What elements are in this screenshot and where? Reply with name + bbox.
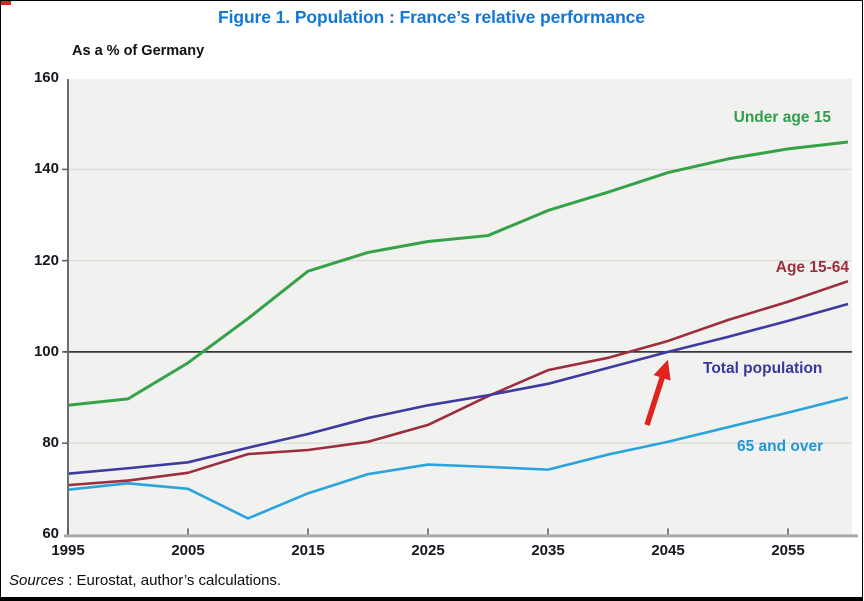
y-tick-label-80: 80	[42, 434, 59, 452]
sources-word: Sources	[9, 572, 65, 589]
x-tick-label-2015: 2015	[291, 542, 325, 559]
chart-line-65-and-over	[67, 396, 849, 520]
annotation-arrow	[644, 359, 671, 426]
y-tick-label-100: 100	[33, 342, 59, 360]
chart-line-total-population	[67, 302, 849, 476]
x-axis-line	[64, 534, 858, 538]
y-tick-label-120: 120	[33, 251, 59, 269]
figure-title: Figure 1. Population : France’s relative…	[218, 7, 645, 27]
y-tick-label-160: 160	[33, 69, 59, 87]
y-axis-unit-label: As a % of Germany	[72, 43, 205, 59]
sources-note: Sources : Eurostat, author’s calculation…	[9, 572, 281, 589]
x-tick-label-2045: 2045	[651, 542, 685, 559]
x-tick-label-2025: 2025	[411, 542, 445, 559]
series-label-age-15-64: Age 15-64	[775, 259, 849, 276]
y-tick-label-140: 140	[33, 160, 59, 178]
chart-line-age-15-64	[67, 279, 849, 487]
sources-text: : Eurostat, author’s calculations.	[64, 572, 282, 589]
x-tick-label-1995: 1995	[51, 542, 85, 559]
series-label-65-and-over: 65 and over	[737, 438, 824, 455]
x-tick-label-2055: 2055	[771, 542, 805, 559]
chart-line-under-age-15	[67, 140, 849, 407]
series-label-total-population: Total population	[703, 360, 823, 377]
x-tick-label-2035: 2035	[531, 542, 565, 559]
series-label-under-age-15: Under age 15	[733, 109, 831, 126]
corner-mark	[1, 1, 11, 5]
x-tick-label-2005: 2005	[171, 542, 205, 559]
y-tick-label-60: 60	[42, 525, 59, 543]
